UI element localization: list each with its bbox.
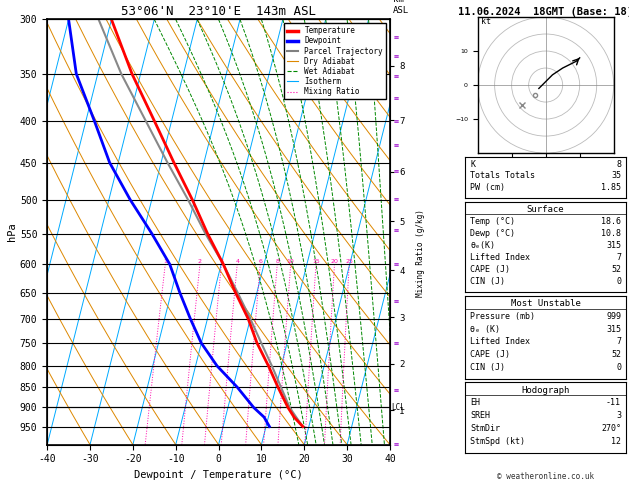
Text: Temp (°C): Temp (°C) bbox=[470, 217, 515, 226]
Text: 18.6: 18.6 bbox=[601, 217, 621, 226]
Text: 315: 315 bbox=[606, 241, 621, 250]
Text: Pressure (mb): Pressure (mb) bbox=[470, 312, 535, 321]
Text: ≡: ≡ bbox=[393, 226, 398, 235]
Text: 999: 999 bbox=[606, 312, 621, 321]
Text: 4: 4 bbox=[235, 259, 239, 264]
Text: 35: 35 bbox=[611, 172, 621, 180]
Text: PW (cm): PW (cm) bbox=[470, 183, 505, 192]
Text: © weatheronline.co.uk: © weatheronline.co.uk bbox=[497, 472, 594, 481]
Text: 8: 8 bbox=[616, 159, 621, 169]
Text: 52: 52 bbox=[611, 265, 621, 274]
Text: 10: 10 bbox=[287, 259, 294, 264]
Text: Lifted Index: Lifted Index bbox=[470, 337, 530, 346]
Text: 52: 52 bbox=[611, 350, 621, 359]
Text: θₑ(K): θₑ(K) bbox=[470, 241, 495, 250]
Text: 7: 7 bbox=[616, 253, 621, 262]
Text: EH: EH bbox=[470, 399, 481, 407]
Text: Mixing Ratio (g/kg): Mixing Ratio (g/kg) bbox=[416, 209, 425, 297]
Text: CAPE (J): CAPE (J) bbox=[470, 350, 510, 359]
Text: ≡: ≡ bbox=[393, 195, 398, 205]
Text: ≡: ≡ bbox=[393, 339, 398, 347]
Legend: Temperature, Dewpoint, Parcel Trajectory, Dry Adiabat, Wet Adiabat, Isotherm, Mi: Temperature, Dewpoint, Parcel Trajectory… bbox=[284, 23, 386, 99]
Text: 3: 3 bbox=[220, 259, 223, 264]
X-axis label: Dewpoint / Temperature (°C): Dewpoint / Temperature (°C) bbox=[134, 470, 303, 480]
Text: CIN (J): CIN (J) bbox=[470, 277, 505, 286]
Text: 11.06.2024  18GMT (Base: 18): 11.06.2024 18GMT (Base: 18) bbox=[458, 7, 629, 17]
Text: SREH: SREH bbox=[470, 411, 490, 420]
Text: 20: 20 bbox=[331, 259, 338, 264]
Text: ≡: ≡ bbox=[393, 94, 398, 103]
Text: 0: 0 bbox=[616, 277, 621, 286]
Text: km
ASL: km ASL bbox=[393, 0, 409, 15]
Text: kt: kt bbox=[481, 17, 491, 26]
Text: 2: 2 bbox=[198, 259, 202, 264]
Text: StmSpd (kt): StmSpd (kt) bbox=[470, 437, 525, 446]
Text: 0: 0 bbox=[616, 363, 621, 372]
Title: 53°06'N  23°10'E  143m ASL: 53°06'N 23°10'E 143m ASL bbox=[121, 5, 316, 18]
Text: 7: 7 bbox=[616, 337, 621, 346]
Text: ≡: ≡ bbox=[393, 297, 398, 306]
Text: CAPE (J): CAPE (J) bbox=[470, 265, 510, 274]
Text: Hodograph: Hodograph bbox=[521, 386, 570, 395]
Text: 15: 15 bbox=[312, 259, 320, 264]
Text: ≡: ≡ bbox=[393, 440, 398, 449]
Text: ≡: ≡ bbox=[393, 141, 398, 150]
Text: StmDir: StmDir bbox=[470, 424, 500, 433]
Text: 270°: 270° bbox=[601, 424, 621, 433]
Text: LCL: LCL bbox=[392, 403, 406, 412]
Text: Lifted Index: Lifted Index bbox=[470, 253, 530, 262]
Text: ≡: ≡ bbox=[393, 33, 398, 42]
Text: 1: 1 bbox=[164, 259, 167, 264]
Text: Surface: Surface bbox=[527, 205, 564, 214]
Text: 1.85: 1.85 bbox=[601, 183, 621, 192]
Text: K: K bbox=[470, 159, 476, 169]
Text: ≡: ≡ bbox=[393, 260, 398, 269]
Text: ≡: ≡ bbox=[393, 386, 398, 395]
Text: 8: 8 bbox=[276, 259, 279, 264]
Text: Most Unstable: Most Unstable bbox=[511, 299, 581, 308]
Text: ≡: ≡ bbox=[393, 52, 398, 61]
Text: 315: 315 bbox=[606, 325, 621, 333]
Text: -11: -11 bbox=[606, 399, 621, 407]
Text: 12: 12 bbox=[611, 437, 621, 446]
Text: Dewp (°C): Dewp (°C) bbox=[470, 229, 515, 238]
Y-axis label: hPa: hPa bbox=[7, 223, 17, 242]
Text: 6: 6 bbox=[259, 259, 262, 264]
Text: ≡: ≡ bbox=[393, 72, 398, 81]
Text: ≡: ≡ bbox=[393, 117, 398, 125]
Text: θₑ (K): θₑ (K) bbox=[470, 325, 500, 333]
Text: Totals Totals: Totals Totals bbox=[470, 172, 535, 180]
Text: 3: 3 bbox=[616, 411, 621, 420]
Text: CIN (J): CIN (J) bbox=[470, 363, 505, 372]
Text: ≡: ≡ bbox=[393, 167, 398, 176]
Text: 10.8: 10.8 bbox=[601, 229, 621, 238]
Text: 25: 25 bbox=[345, 259, 353, 264]
